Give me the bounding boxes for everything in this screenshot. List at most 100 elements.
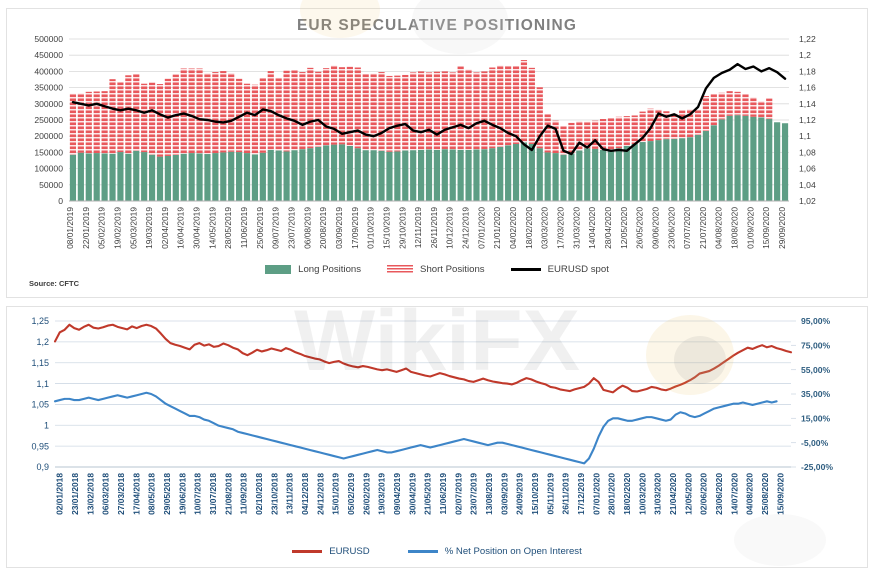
axis-tick-label: 03/09/2019 <box>334 207 344 249</box>
axis-tick-label: 18/02/2020 <box>524 207 534 249</box>
axis-tick-label: 23/07/2019 <box>286 207 296 249</box>
bar-long <box>655 140 662 201</box>
axis-tick-label: 13/08/2019 <box>484 473 494 515</box>
bar-short <box>410 72 417 151</box>
bar-long <box>323 145 330 201</box>
bar-long <box>85 153 92 201</box>
bar-long <box>354 148 361 201</box>
bar-long <box>378 150 385 201</box>
bar-long <box>93 153 100 201</box>
bar-short <box>663 111 670 140</box>
bar-short <box>378 72 385 151</box>
bar-long <box>204 154 211 201</box>
axis-tick-label: 11/09/2018 <box>239 473 249 515</box>
axis-tick-label: 08/01/2019 <box>65 207 75 249</box>
legend-item[interactable]: EURUSD spot <box>510 264 609 275</box>
axis-tick-label: 12/05/2020 <box>619 207 629 249</box>
bar-short <box>599 119 607 150</box>
bar-long <box>220 152 227 201</box>
axis-tick-label: 24/09/2019 <box>515 473 525 515</box>
bar-short <box>750 97 757 117</box>
bar-long <box>251 154 259 201</box>
legend-item[interactable]: % Net Position on Open Interest <box>407 546 582 557</box>
axis-tick-label: 03/03/2020 <box>540 207 550 249</box>
bar-short <box>592 120 599 149</box>
bar-long <box>742 115 749 201</box>
axis-tick-label: 21/04/2020 <box>668 473 678 515</box>
axis-tick-label: 22/01/2019 <box>81 207 91 249</box>
axis-tick-label: 26/11/2019 <box>429 207 439 249</box>
legend-label: EURUSD spot <box>547 264 609 275</box>
axis-tick-label: 31/03/2020 <box>571 207 581 249</box>
bar-long <box>766 119 773 201</box>
bar-short <box>85 91 92 154</box>
bar-short <box>631 115 638 144</box>
axis-tick-label: 23/06/2020 <box>666 207 676 249</box>
bar-short <box>568 122 575 154</box>
legend-item[interactable]: Long Positions <box>265 264 361 275</box>
bar-long <box>283 151 290 201</box>
legend-top: Long Positions Short Positions EURUSD spot <box>7 264 867 275</box>
bar-long <box>291 150 298 201</box>
bar-long <box>164 155 171 201</box>
axis-tick-label: 04/08/2020 <box>745 473 755 515</box>
bar-short <box>584 121 591 149</box>
axis-tick-label: 12/05/2020 <box>683 473 693 515</box>
axis-tick-label: 15/01/2019 <box>331 473 341 515</box>
axis-tick-label: 14/04/2020 <box>587 207 597 249</box>
bar-long <box>781 123 789 201</box>
bar-long <box>307 148 314 201</box>
bar-long <box>410 150 417 201</box>
axis-tick-label: 50000 <box>39 180 63 190</box>
bar-long <box>702 131 710 201</box>
bar-long <box>465 149 472 201</box>
bar-short <box>212 72 219 154</box>
axis-tick-label: 02/10/2018 <box>254 473 264 515</box>
axis-tick-label: 02/07/2019 <box>453 473 463 515</box>
bar-long <box>425 149 433 201</box>
axis-tick-label: 25/08/2020 <box>760 473 770 515</box>
bar-short <box>607 118 615 150</box>
axis-tick-label: 07/07/2020 <box>682 207 692 249</box>
legend-item[interactable]: Short Positions <box>387 264 485 275</box>
axis-tick-label: 25/06/2019 <box>255 207 265 249</box>
bar-long <box>188 153 195 201</box>
legend-item[interactable]: EURUSD <box>292 546 370 557</box>
axis-tick-label: 19/06/2018 <box>177 473 187 515</box>
bar-short <box>694 109 702 135</box>
bar-long <box>338 144 346 201</box>
axis-tick-label: 26/05/2020 <box>635 207 645 249</box>
axis-tick-label: 55,00% <box>801 365 831 375</box>
bar-short <box>552 120 559 154</box>
axis-tick-label: 02/06/2020 <box>699 473 709 515</box>
bar-long <box>315 146 322 201</box>
chart-panel-speculative-positioning: EUR SPECULATIVE POSITIONING 0 1,02 50000 1,… <box>6 8 868 298</box>
x-axis-labels: 02/01/2018 23/01/2018 13/02/2018 06/03/2018… <box>55 473 786 515</box>
bar-short <box>465 69 472 150</box>
bar-short <box>576 121 583 151</box>
bar-long <box>552 153 559 201</box>
bar-short <box>93 91 100 154</box>
axis-tick-label: 1,08 <box>799 147 816 157</box>
axis-tick-label: 1,1 <box>36 379 49 389</box>
axis-tick-label: 14/05/2019 <box>207 207 217 249</box>
axis-tick-label: 1,22 <box>799 34 816 44</box>
bar-short <box>77 93 84 153</box>
axis-tick-label: 21/07/2020 <box>698 207 708 249</box>
bar-long <box>536 148 543 201</box>
axis-tick-label: 29/09/2020 <box>777 207 787 249</box>
bar-short <box>544 114 551 153</box>
page-title: EUR SPECULATIVE POSITIONING <box>296 17 578 34</box>
bar-short <box>742 94 749 116</box>
bar-long <box>418 149 425 201</box>
axis-tick-label: -25,00% <box>801 462 833 472</box>
axis-tick-label: 26/02/2019 <box>361 473 371 515</box>
legend-label: EURUSD <box>329 546 370 557</box>
axis-tick-label: 18/02/2020 <box>622 473 632 515</box>
axis-tick-label: 11/06/2019 <box>239 207 249 249</box>
legend-label: Short Positions <box>420 264 485 275</box>
axis-tick-label: 1,14 <box>799 99 816 109</box>
bar-short <box>69 93 77 155</box>
bar-short <box>228 73 235 152</box>
legend-swatch-line <box>510 268 541 271</box>
